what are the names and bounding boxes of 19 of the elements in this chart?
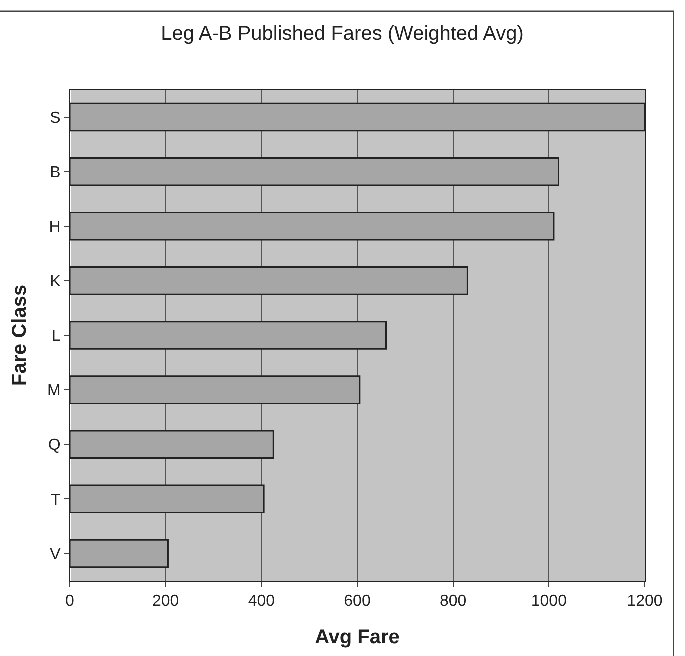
- x-axis-title: Avg Fare: [315, 626, 400, 649]
- chart-title: Leg A-B Published Fares (Weighted Avg): [161, 23, 524, 46]
- y-tick-label: T: [51, 492, 62, 509]
- x-tick-label: 1200: [627, 593, 663, 610]
- x-tick-label: 0: [66, 593, 75, 610]
- y-tick-label: V: [50, 546, 62, 564]
- y-axis-title: Fare Class: [8, 284, 31, 386]
- y-tick-label: Q: [48, 437, 61, 454]
- x-tick-label: 200: [152, 593, 180, 610]
- y-tick-label: B: [50, 164, 61, 182]
- y-tick-label: K: [50, 274, 62, 291]
- y-tick-label: H: [49, 218, 61, 236]
- y-tick-label: S: [50, 110, 61, 127]
- y-tick-label: L: [52, 328, 61, 346]
- x-tick-label: 800: [440, 593, 467, 610]
- x-tick-label: 400: [248, 593, 276, 610]
- x-tick-label: 1000: [531, 593, 568, 610]
- x-tick-label: 600: [344, 593, 371, 610]
- y-tick-label: M: [47, 382, 61, 400]
